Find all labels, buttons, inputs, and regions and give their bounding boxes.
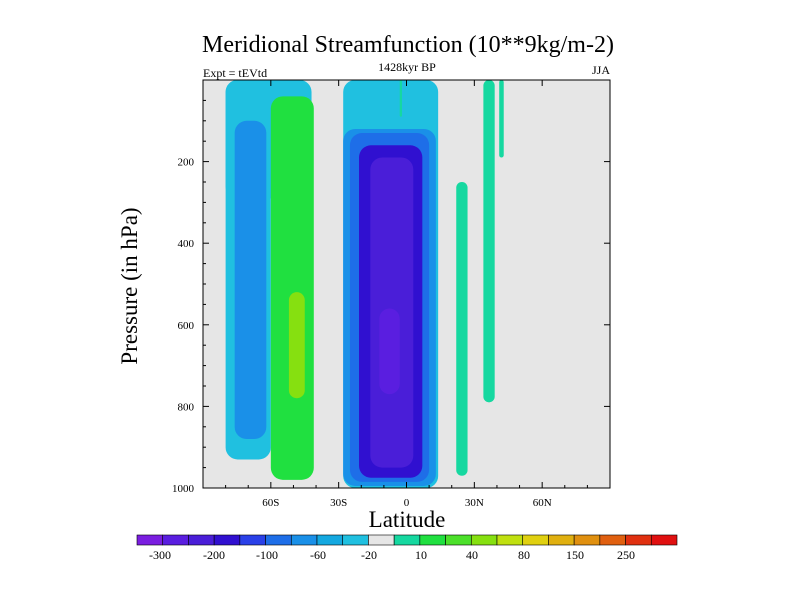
colorbar-swatch	[419, 534, 446, 546]
colorbar-swatch	[445, 534, 472, 546]
colorbar-label: 10	[415, 548, 427, 562]
colorbar-swatch	[290, 534, 318, 546]
colorbar-label: 250	[617, 548, 635, 562]
colorbar-swatch	[368, 534, 395, 546]
colorbar-swatch	[162, 534, 189, 546]
y-axis-label: Pressure (in hPa)	[117, 207, 142, 364]
y-axis-ticks: 200 400 600 800 1000	[172, 99, 610, 495]
contour-eq-teal-thin	[399, 80, 402, 117]
chart-title: Meridional Streamfunction (10**9kg/m-2)	[202, 32, 614, 58]
colorbar-swatch	[548, 534, 575, 546]
contour-sh-blue	[234, 120, 267, 440]
y-tick-label: 600	[178, 320, 195, 332]
colorbar-label: -100	[256, 548, 278, 562]
x-tick-label: 60N	[533, 497, 552, 509]
colorbar-swatch	[136, 534, 164, 546]
x-tick-label: 30S	[330, 497, 347, 509]
x-tick-label: 60S	[262, 497, 279, 509]
y-tick-label: 200	[178, 157, 195, 169]
colorbar-labels: -300 -200 -100 -60 -20 10 40 80 150 250	[149, 548, 635, 562]
colorbar-label: -300	[149, 548, 171, 562]
experiment-label: Expt = tEVtd	[203, 66, 267, 80]
contour-nh-teal-1	[456, 182, 468, 476]
contour-nh-teal-3	[499, 80, 504, 158]
colorbar-label: 80	[518, 548, 530, 562]
colorbar-swatch	[599, 534, 626, 546]
contour-trop-innercore	[379, 308, 400, 395]
time-label: 1428kyr BP	[378, 60, 436, 74]
colorbar-swatch	[265, 534, 292, 546]
colorbar-swatch	[393, 534, 421, 546]
colorbar-label: -200	[203, 548, 225, 562]
colorbar-swatch	[522, 534, 549, 546]
x-axis-label: Latitude	[369, 507, 446, 532]
colorbar-swatch	[213, 534, 241, 546]
colorbar-label: -20	[361, 548, 377, 562]
colorbar-label: -60	[310, 548, 326, 562]
season-label: JJA	[592, 63, 610, 77]
y-tick-label: 800	[178, 401, 195, 413]
y-tick-label: 1000	[172, 483, 195, 495]
y-tick-label: 400	[178, 238, 195, 250]
contour-regions	[225, 80, 504, 488]
colorbar-label: 150	[566, 548, 584, 562]
colorbar-swatch	[342, 534, 369, 546]
plot-area: 60S 30S 0 30N 60N 200 400 600 800 1000	[172, 79, 611, 509]
contour-sh-yellowgreen	[288, 292, 305, 399]
colorbar-swatch	[496, 534, 524, 546]
x-axis-ticks: 60S 30S 0 30N 60N	[225, 80, 588, 509]
colorbar-swatch	[573, 534, 601, 546]
colorbar-swatch	[188, 534, 215, 546]
colorbar-swatch	[316, 534, 344, 546]
colorbar-swatch	[239, 534, 266, 546]
contour-sh-green	[270, 96, 314, 480]
colorbar-swatch	[625, 534, 652, 546]
colorbar-swatch	[470, 534, 498, 546]
colorbar-label: 40	[466, 548, 478, 562]
contour-nh-teal-2	[483, 80, 495, 403]
colorbar-swatch	[650, 534, 678, 546]
colorbar	[136, 534, 678, 546]
x-tick-label: 0	[404, 497, 410, 509]
x-tick-label: 30N	[465, 497, 484, 509]
